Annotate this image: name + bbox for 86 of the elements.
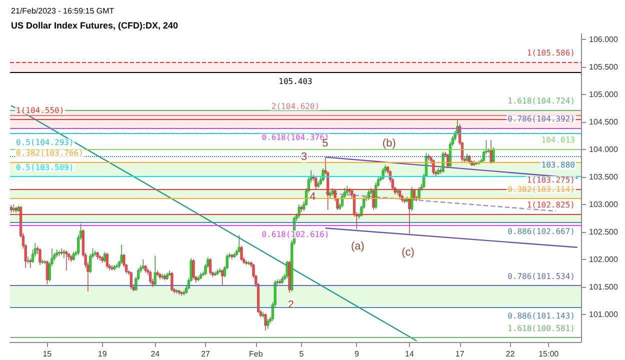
ref-line-label: 1(105.586) bbox=[526, 48, 575, 58]
ref-line-label: 104.013 bbox=[541, 135, 576, 144]
candlestick bbox=[314, 176, 318, 190]
candlestick bbox=[372, 189, 375, 210]
x-tick-label: 14 bbox=[405, 350, 414, 358]
candlestick bbox=[120, 244, 123, 264]
candlestick bbox=[221, 269, 224, 286]
candlestick bbox=[410, 186, 414, 212]
x-tick-label: 5 bbox=[299, 350, 304, 358]
candlestick bbox=[156, 270, 159, 276]
candlestick bbox=[432, 159, 435, 176]
annotation: (c) bbox=[402, 246, 414, 259]
y-tick-label: 104.000 bbox=[589, 145, 618, 154]
y-tick-label: 103.500 bbox=[589, 172, 618, 182]
ref-line-label: 0.5(104.293) bbox=[16, 138, 74, 148]
candlestick bbox=[170, 272, 174, 292]
candlestick bbox=[300, 205, 303, 213]
x-tick-label: 15 bbox=[42, 350, 52, 358]
y-tick-label: 103.000 bbox=[589, 200, 618, 209]
candlestick bbox=[29, 258, 32, 268]
ref-line-label: 0.886(101.143) bbox=[508, 311, 575, 320]
annotation: 4 bbox=[310, 191, 316, 204]
x-tick-label: 27 bbox=[201, 350, 211, 358]
candlestick bbox=[264, 313, 267, 331]
candlestick bbox=[60, 248, 63, 256]
ref-line-label: 0.786(104.392) bbox=[508, 114, 575, 124]
y-tick-label: 105.500 bbox=[589, 62, 618, 72]
y-tick-label: 101.500 bbox=[589, 282, 618, 292]
ref-line-label: 0.5(103.509) bbox=[16, 162, 74, 172]
ref-line-label: 103.880 bbox=[541, 160, 576, 170]
candlestick bbox=[209, 258, 212, 276]
candlestick bbox=[62, 249, 66, 259]
candlestick bbox=[266, 318, 270, 330]
candlestick bbox=[322, 168, 324, 182]
candlestick bbox=[168, 270, 171, 276]
ref-line-label: 1.618(100.581) bbox=[508, 324, 575, 334]
ref-line-label: 2(104.620) bbox=[271, 102, 320, 111]
ref-line-label: 0.382(103.114) bbox=[508, 184, 575, 194]
candlestick bbox=[238, 234, 240, 254]
x-tick-label: Feb bbox=[249, 350, 264, 358]
candlestick bbox=[106, 252, 108, 269]
ref-line-label: 1(104.550) bbox=[16, 106, 64, 115]
y-tick-label: 105.000 bbox=[589, 90, 618, 99]
chart-title: US Dollar Index Futures, (CFD):DX, 240 bbox=[11, 20, 178, 30]
annotation: (a) bbox=[351, 240, 364, 253]
chart-subtitle: 21/Feb/2023 - 16:59:15 GMT bbox=[11, 6, 114, 16]
y-tick-label: 104.500 bbox=[589, 118, 618, 126]
candlestick bbox=[240, 245, 243, 261]
y-tick-label: 102.000 bbox=[589, 255, 618, 264]
candlestick bbox=[130, 271, 132, 290]
x-tick-label: 15:00 bbox=[538, 350, 560, 358]
x-tick-label: 9 bbox=[354, 350, 360, 358]
candlestick bbox=[286, 260, 288, 279]
candlestick bbox=[154, 255, 156, 286]
x-tick-label: 22 bbox=[506, 350, 516, 358]
y-tick-label: 101.000 bbox=[589, 310, 618, 319]
ref-line-label: 0.786(101.534) bbox=[508, 272, 575, 281]
ref-line-label: 1(102.825) bbox=[526, 200, 575, 210]
candlestick bbox=[98, 254, 102, 261]
ref-line-label: 0.618(104.376) bbox=[262, 133, 330, 142]
candlestick bbox=[12, 204, 15, 213]
ref-line-label: 105.403 bbox=[278, 77, 313, 86]
ref-line-label: 0.382(103.766) bbox=[16, 148, 84, 158]
candlestick bbox=[490, 140, 492, 164]
candlestick bbox=[65, 250, 68, 271]
candlestick bbox=[298, 204, 300, 218]
candlestick bbox=[149, 270, 152, 284]
annotation: (b) bbox=[382, 137, 396, 150]
candlestick bbox=[142, 259, 144, 270]
candlestick bbox=[367, 190, 370, 200]
candlestick bbox=[442, 151, 444, 173]
candlestick bbox=[408, 198, 411, 234]
candlestick bbox=[38, 248, 42, 266]
ref-line-label: 0.886(102.667) bbox=[508, 227, 575, 236]
y-tick-label: 106.000 bbox=[589, 35, 618, 44]
x-tick-label: 17 bbox=[455, 350, 465, 358]
candlestick bbox=[110, 264, 114, 271]
annotation: 3 bbox=[301, 151, 308, 164]
ref-line-label: 1(103.275) bbox=[526, 176, 575, 185]
x-tick-label: 19 bbox=[98, 350, 108, 358]
ref-line-label: 0.618(102.616) bbox=[262, 230, 330, 239]
x-tick-label: 24 bbox=[150, 350, 160, 358]
y-tick-label: 102.500 bbox=[589, 228, 618, 236]
candlestick bbox=[192, 259, 195, 280]
ref-line-label: 1.618(104.724) bbox=[508, 96, 575, 106]
annotation: 2 bbox=[288, 299, 294, 312]
